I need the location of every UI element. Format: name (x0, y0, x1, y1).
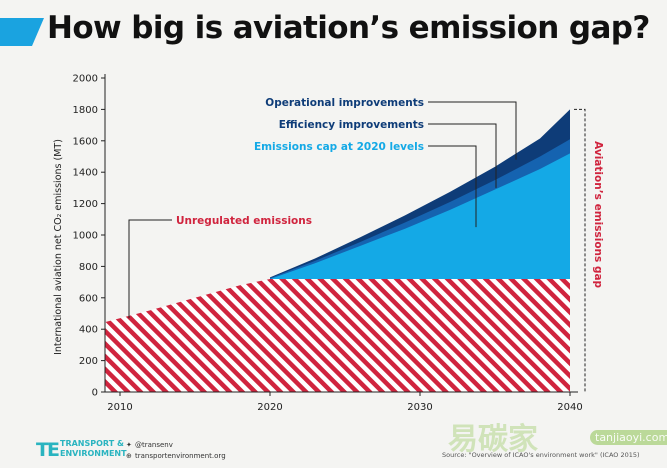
chart-title: How big is aviation’s emission gap? (47, 10, 650, 46)
y-tick-label-2000: 2000 (73, 74, 98, 85)
y-tick-label-1000: 1000 (73, 231, 98, 242)
y-tick-label-0: 0 (92, 388, 98, 399)
unregulated-hatched-area (105, 278, 570, 392)
source-note: Source: "Overview of ICAO's environment … (442, 451, 640, 459)
x-tick-label-2040: 2040 (557, 402, 582, 413)
x-tick-label-2010: 2010 (107, 402, 132, 413)
unregulated-annotation-leader (128, 219, 172, 319)
y-tick-label-1200: 1200 (73, 199, 98, 210)
y-tick-label-600: 600 (79, 293, 98, 304)
twitter-handle[interactable]: @transenv (135, 441, 173, 449)
twitter-icon: ✦ (126, 441, 132, 449)
efficiency-annotation-leader (428, 123, 497, 188)
y-tick-label-200: 200 (79, 356, 98, 367)
watermark-url: tanjiaoyi.com (590, 430, 667, 445)
y-tick-label-1800: 1800 (73, 105, 98, 116)
title-accent-bar (0, 18, 44, 46)
unregulated-annotation-label: Unregulated emissions (176, 215, 312, 227)
watermark-text: 易碳家 (448, 422, 538, 457)
website-link[interactable]: transportenvironment.org (135, 452, 226, 460)
x-tick-label-2020: 2020 (257, 402, 282, 413)
y-tick-label-1600: 1600 (73, 136, 98, 147)
cap-annotation-label: Emissions cap at 2020 levels (254, 141, 424, 153)
social-links: ✦ @transenv ⊕ transportenvironment.org (126, 440, 226, 462)
efficiency-annotation-label: Efficiency improvements (279, 119, 424, 131)
cap-area (270, 153, 570, 279)
gap-bracket (574, 108, 586, 392)
logo-mark: TE (36, 439, 60, 461)
logo-text: TRANSPORT & ENVIRONMENT (60, 439, 127, 458)
gap-annotation-label: Aviation’s emissions gap (592, 141, 604, 288)
operational-annotation-leader (428, 101, 517, 160)
cap-annotation-leader (428, 145, 477, 228)
y-tick-label-400: 400 (79, 325, 98, 336)
operational-annotation-label: Operational improvements (265, 97, 424, 109)
y-tick-label-1400: 1400 (73, 168, 98, 179)
x-tick-label-2030: 2030 (407, 402, 432, 413)
globe-icon: ⊕ (126, 452, 132, 460)
y-tick-label-800: 800 (79, 262, 98, 273)
y-axis-label: International aviation net CO₂ emissions… (53, 139, 64, 355)
